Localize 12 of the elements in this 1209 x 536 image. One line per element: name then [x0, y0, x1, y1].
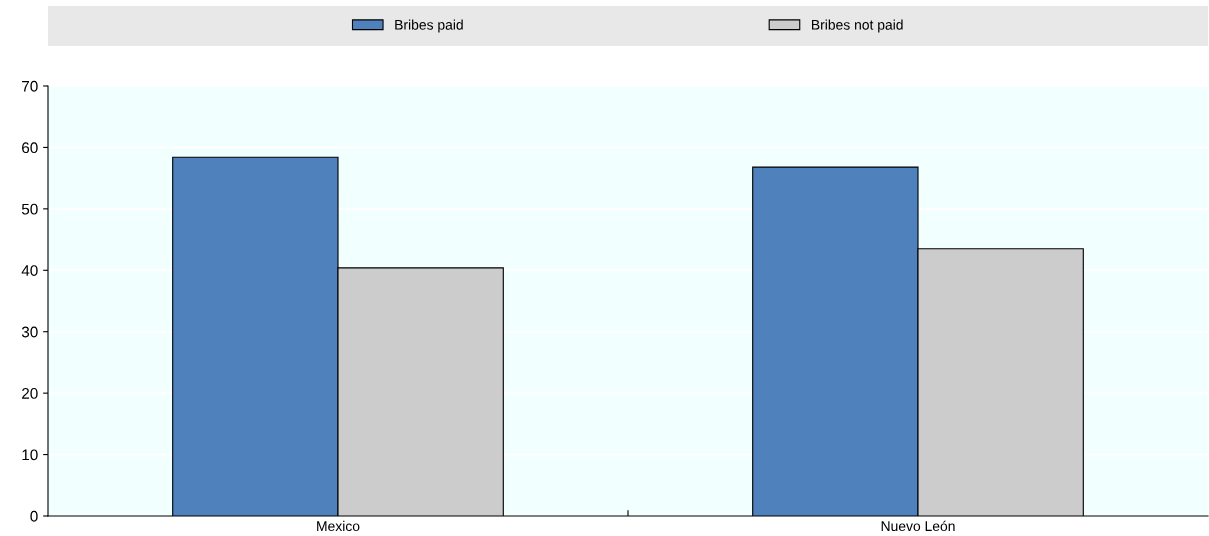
x-tick-label: Nuevo León	[881, 520, 955, 532]
x-tick-label: Mexico	[317, 520, 360, 532]
y-tick-label: 20	[22, 388, 38, 399]
y-tick-label: 30	[21, 326, 38, 338]
legend-label: Bribes paid	[395, 19, 463, 33]
y-tick-label: 0	[30, 510, 38, 522]
y-tick-label: 60	[22, 142, 38, 154]
y-tick-label: 70	[22, 80, 38, 92]
y-tick-label: 40	[21, 265, 38, 276]
y-tick-label: 10	[22, 449, 38, 461]
legend-label: Bribes not paid	[812, 19, 903, 33]
y-tick-label: 50	[21, 203, 38, 215]
